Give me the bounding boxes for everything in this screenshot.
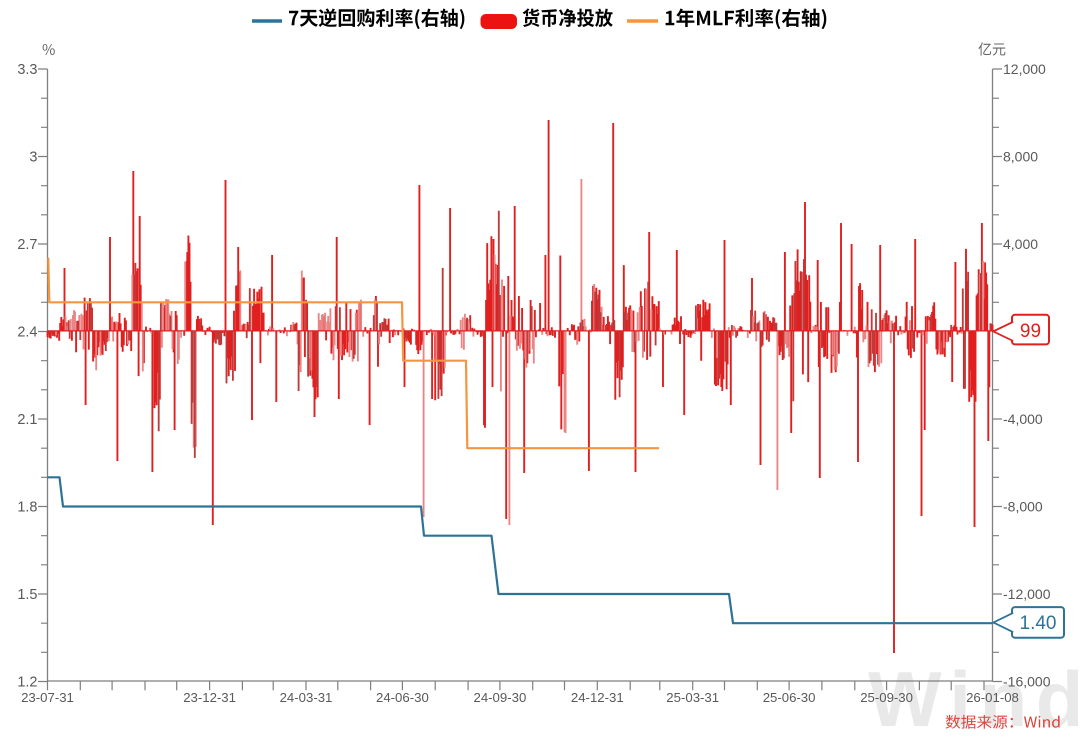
svg-text:2.4: 2.4 <box>17 325 37 341</box>
svg-text:99: 99 <box>1020 321 1041 342</box>
svg-text:4,000: 4,000 <box>1003 236 1038 252</box>
svg-text:24-06-30: 24-06-30 <box>376 690 429 705</box>
svg-text:3.3: 3.3 <box>17 62 37 78</box>
svg-text:23-07-31: 23-07-31 <box>21 690 74 705</box>
svg-text:24-09-30: 24-09-30 <box>474 690 527 705</box>
svg-text:-4,000: -4,000 <box>1003 411 1043 427</box>
svg-text:26-01-08: 26-01-08 <box>966 690 1019 705</box>
svg-text:1.5: 1.5 <box>17 587 37 603</box>
svg-text:1.8: 1.8 <box>17 500 37 516</box>
svg-text:Wind: Wind <box>868 655 1080 736</box>
svg-text:1.40: 1.40 <box>1020 613 1057 634</box>
svg-text:-12,000: -12,000 <box>1003 586 1051 602</box>
svg-text:3: 3 <box>29 150 37 166</box>
svg-text:-16,000: -16,000 <box>1003 673 1051 689</box>
svg-text:25-06-30: 25-06-30 <box>763 690 816 705</box>
svg-text:-8,000: -8,000 <box>1003 498 1043 514</box>
svg-text:8,000: 8,000 <box>1003 148 1038 164</box>
svg-text:25-09-30: 25-09-30 <box>860 690 913 705</box>
svg-text:12,000: 12,000 <box>1003 61 1046 77</box>
svg-text:2.1: 2.1 <box>17 412 37 428</box>
svg-text:2.7: 2.7 <box>17 237 37 253</box>
svg-text:1.2: 1.2 <box>17 675 37 691</box>
svg-text:25-03-31: 25-03-31 <box>666 690 719 705</box>
svg-text:24-03-31: 24-03-31 <box>280 690 333 705</box>
svg-text:24-12-31: 24-12-31 <box>571 690 624 705</box>
svg-text:23-12-31: 23-12-31 <box>183 690 236 705</box>
